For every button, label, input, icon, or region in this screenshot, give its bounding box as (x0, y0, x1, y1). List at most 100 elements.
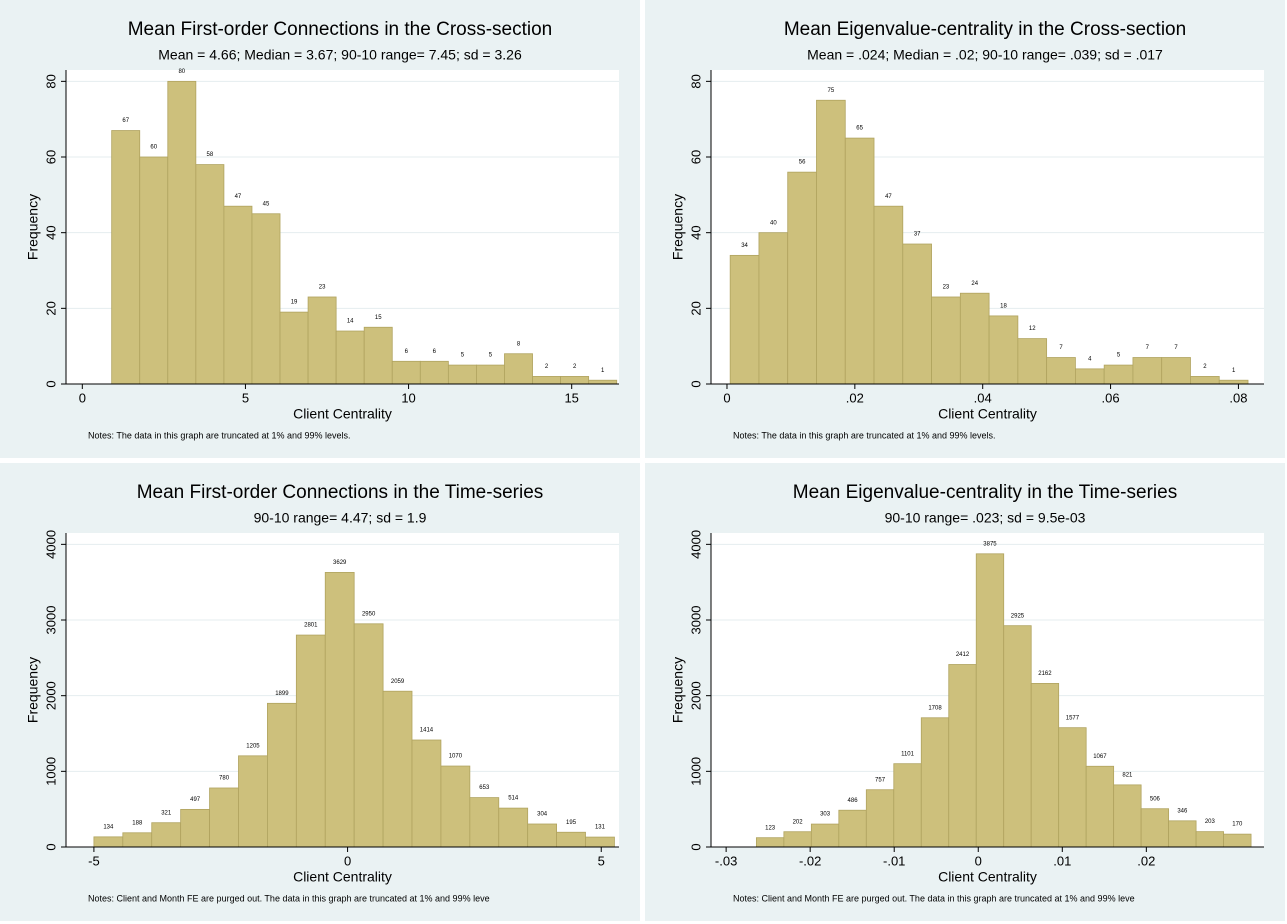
y-tick-label: 60 (43, 150, 58, 164)
x-axis-label: Client Centrality (938, 406, 1037, 422)
chart-title: Mean Eigenvalue-centrality in the Time-s… (793, 482, 1177, 503)
bar (556, 831, 586, 848)
y-tick-label: 40 (43, 225, 58, 239)
y-tick-label: 80 (688, 74, 703, 88)
bar (447, 364, 477, 385)
data-label: 304 (537, 812, 548, 818)
y-axis-label: Frequency (25, 194, 41, 260)
x-tick-label: 0 (975, 853, 982, 868)
bar (588, 379, 618, 385)
data-label: 6 (433, 349, 437, 355)
bar (335, 330, 365, 385)
data-label: 56 (799, 160, 806, 166)
data-label: 6 (405, 349, 409, 355)
bar (527, 823, 557, 848)
data-label: 1067 (1093, 754, 1107, 760)
data-label: 1577 (1066, 715, 1080, 721)
bar (1140, 808, 1170, 848)
bar (787, 171, 817, 385)
data-label: 2162 (1038, 671, 1052, 677)
x-tick-label: -.03 (715, 853, 737, 868)
bar (810, 823, 840, 848)
bar (1003, 625, 1032, 848)
data-label: 34 (741, 243, 748, 249)
bar (504, 353, 533, 385)
bar (1132, 357, 1163, 385)
bar (873, 205, 904, 385)
x-tick-label: 5 (242, 390, 249, 405)
data-label: 80 (178, 69, 185, 75)
bar (959, 292, 990, 385)
y-tick-label: 1000 (43, 757, 58, 786)
data-label: 2801 (304, 623, 318, 629)
data-label: 203 (1205, 819, 1216, 825)
bar (382, 690, 413, 848)
bar (307, 296, 337, 385)
data-label: 7 (1174, 345, 1178, 351)
note: Notes: The data in this graph are trunca… (88, 430, 351, 440)
data-label: 58 (207, 152, 214, 158)
bar (1168, 820, 1197, 848)
data-label: 2925 (1011, 613, 1025, 619)
bar (209, 787, 239, 848)
bar (353, 623, 384, 848)
x-tick-label: 15 (564, 390, 578, 405)
y-tick-label: 1000 (688, 757, 703, 786)
bar (1218, 379, 1249, 385)
bar (1058, 727, 1087, 848)
bar (865, 789, 895, 848)
data-label: 1205 (246, 743, 260, 749)
data-label: 653 (479, 785, 490, 791)
x-tick-label: .01 (1053, 853, 1071, 868)
data-label: 1 (1232, 368, 1236, 374)
bar (755, 837, 785, 848)
x-tick-label: -5 (88, 853, 100, 868)
x-axis-label: Client Centrality (293, 406, 392, 422)
bar (363, 326, 393, 385)
y-tick-label: 60 (688, 150, 703, 164)
x-tick-label: .04 (974, 390, 992, 405)
note: Notes: The data in this graph are trunca… (733, 430, 996, 440)
bar (469, 797, 500, 848)
y-tick-label: 0 (43, 843, 58, 850)
bar (1190, 376, 1220, 385)
bar (180, 808, 210, 848)
x-axis-label: Client Centrality (293, 869, 392, 885)
data-label: 65 (856, 126, 863, 132)
data-label: 170 (1232, 822, 1243, 828)
bar (411, 739, 442, 848)
bar (1030, 683, 1060, 848)
chart-subtitle: Mean = .024; Median = .02; 90-10 range= … (807, 47, 1163, 63)
data-label: 75 (828, 88, 835, 94)
data-label: 1708 (928, 705, 942, 711)
data-label: 7 (1146, 345, 1150, 351)
bar (1161, 357, 1191, 385)
data-label: 14 (347, 319, 354, 325)
x-tick-label: 0 (344, 853, 351, 868)
data-label: 1 (601, 368, 605, 374)
bar (238, 755, 268, 848)
bar (279, 311, 309, 385)
bar (783, 831, 812, 848)
y-axis-label: Frequency (670, 194, 686, 260)
x-axis-label: Client Centrality (938, 869, 1037, 885)
data-label: 5 (461, 353, 465, 359)
data-label: 1899 (275, 691, 289, 697)
data-label: 5 (1117, 353, 1121, 359)
bar (1046, 357, 1076, 385)
y-tick-label: 40 (688, 225, 703, 239)
y-tick-label: 3000 (43, 606, 58, 635)
bar (729, 254, 760, 385)
note: Notes: Client and Month FE are purged ou… (733, 893, 1135, 903)
chart-title: Mean First-order Connections in the Time… (137, 482, 544, 503)
bar (560, 376, 590, 385)
data-label: 2059 (391, 679, 405, 685)
bar (975, 553, 1005, 848)
data-label: 757 (875, 777, 886, 783)
data-label: 1101 (901, 751, 915, 757)
bar (139, 156, 169, 385)
chart-title: Mean Eigenvalue-centrality in the Cross-… (784, 19, 1186, 40)
y-tick-label: 2000 (43, 681, 58, 710)
bar (223, 205, 253, 385)
